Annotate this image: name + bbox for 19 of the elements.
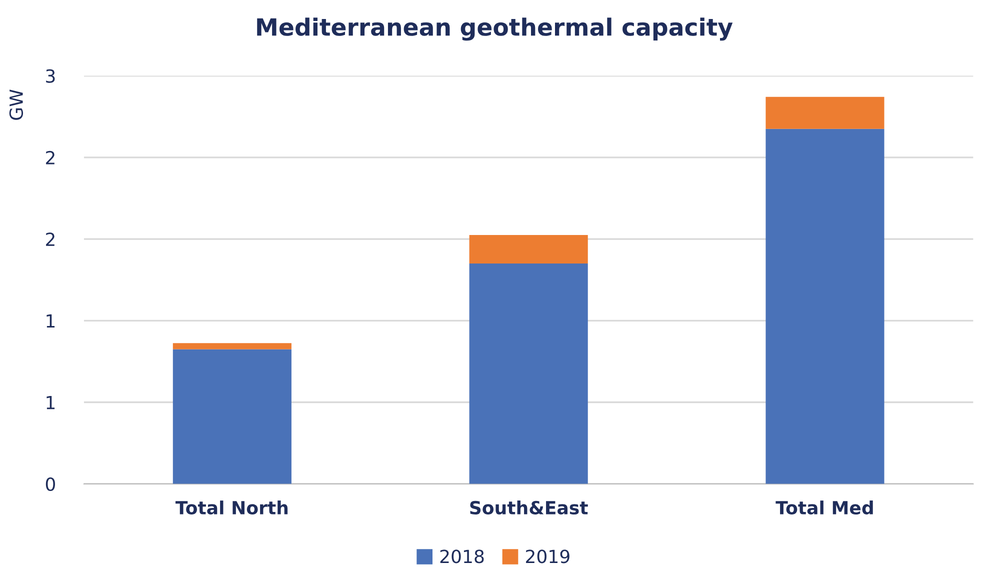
bar: [766, 96, 884, 129]
y-tick-label: 0: [46, 477, 56, 492]
y-tick-label: 1: [46, 396, 55, 410]
bar: [172, 349, 292, 484]
x-tick-label: South&East: [470, 500, 588, 515]
y-tick-label: 3: [46, 69, 55, 83]
x-tick-label: Total North: [176, 500, 288, 515]
bar: [469, 234, 588, 264]
y-tick-label: 2: [46, 150, 54, 164]
chart-title: Mediterranean geothermal capacity: [257, 18, 733, 41]
legend-label: 2018: [440, 550, 484, 564]
bar: [766, 128, 884, 484]
y-axis-title: GW: [9, 90, 24, 120]
x-tick-label: Total Med: [776, 500, 873, 515]
y-tick-label: 1: [46, 314, 55, 328]
bar: [469, 264, 588, 484]
bar: [172, 343, 292, 350]
y-tick-label: 2: [46, 232, 54, 246]
legend-label: 2019: [526, 550, 570, 564]
